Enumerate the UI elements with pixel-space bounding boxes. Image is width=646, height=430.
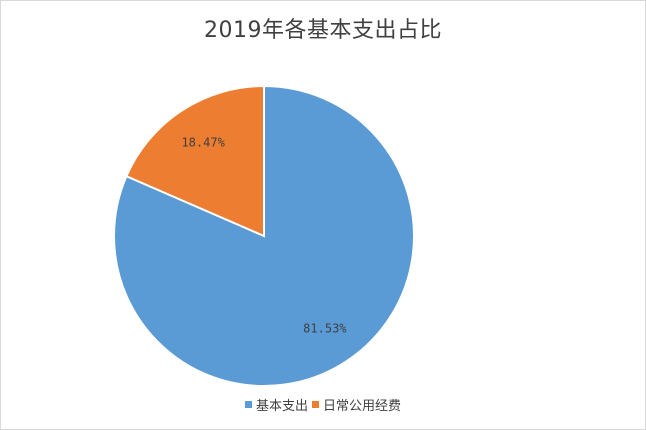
chart-title: 2019年各基本支出占比 bbox=[204, 18, 442, 43]
chart-legend: 基本支出 日常公用经费 bbox=[0, 395, 646, 414]
pie-slices bbox=[113, 84, 415, 387]
data-label-0: 81.53% bbox=[303, 321, 347, 335]
legend-label-0: 基本支出 bbox=[255, 399, 308, 414]
legend-swatch-1 bbox=[312, 401, 319, 408]
pie-data-labels: 81.53% 18.47% bbox=[181, 136, 347, 336]
pie-slice-1 bbox=[125, 84, 265, 238]
data-label-1: 18.47% bbox=[181, 136, 225, 150]
legend-item-1: 日常公用经费 bbox=[312, 395, 401, 414]
legend-swatch-0 bbox=[244, 401, 252, 408]
pie-slice-0 bbox=[113, 84, 415, 387]
legend-item-0: 基本支出 bbox=[244, 395, 308, 414]
legend-label-1: 日常公用经费 bbox=[323, 399, 402, 414]
